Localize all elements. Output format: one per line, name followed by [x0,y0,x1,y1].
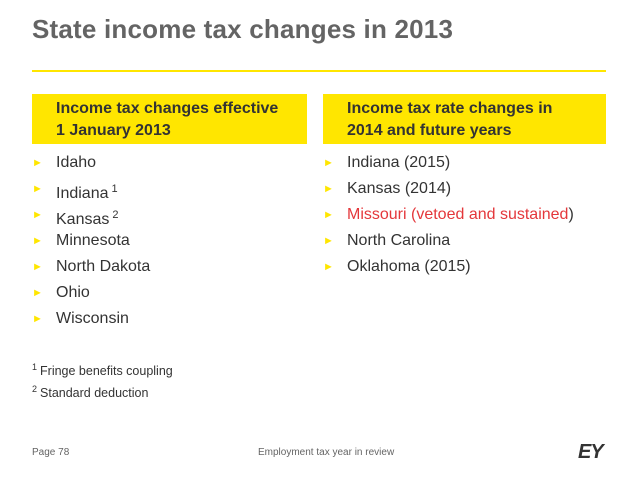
state-label: Indiana [56,185,109,202]
state-label: Ohio [56,284,90,301]
state-label: Indiana (2015) [347,154,451,171]
state-label: North Carolina [347,232,451,249]
list-item: ► North Dakota [32,256,150,282]
ey-logo: EY [578,441,604,463]
bullet-arrow-icon: ► [323,235,334,247]
left-state-list: ► Idaho ► Indiana 1 ► Kansas 2 ► Minnesota ► No… [32,152,150,334]
list-item: ► Ohio [32,282,150,308]
list-item: ► Indiana 1 [32,178,150,204]
footnote-marker: 2 [112,209,119,221]
bullet-arrow-icon: ► [323,261,334,273]
state-label: North Dakota [56,258,151,275]
list-item: ► Kansas (2014) [323,178,574,204]
footnote: 2 Standard deduction [32,378,173,400]
list-item: ► North Carolina [323,230,574,256]
state-label-highlighted: Missouri (vetoed and sustained [347,206,569,223]
state-label: Kansas [56,211,110,228]
left-column-header: Income tax changes effective 1 January 2… [32,94,307,144]
footnotes: 1 Fringe benefits coupling 2 Standard dedu… [32,356,173,400]
footnote-text: Fringe benefits coupling [40,364,173,378]
state-label: Idaho [56,154,97,171]
list-item: ► Wisconsin [32,308,150,334]
footnote-mark: 2 [32,384,38,394]
state-label-tail: ) [568,206,574,223]
list-item: ► Indiana (2015) [323,152,574,178]
title-divider [32,70,606,72]
bullet-arrow-icon: ► [32,235,43,247]
footnote: 1 Fringe benefits coupling [32,356,173,378]
right-state-list: ► Indiana (2015) ► Kansas (2014) ► Missouri… [323,152,574,282]
state-label: Wisconsin [56,310,129,327]
list-item: ► Idaho [32,152,150,178]
bullet-arrow-icon: ► [32,261,43,273]
left-header-line1: Income tax changes effective [56,100,279,117]
bullet-arrow-icon: ► [32,287,43,299]
footnote-marker: 1 [111,183,118,195]
left-header-line2: 1 January 2013 [56,122,171,139]
bullet-arrow-icon: ► [323,209,334,221]
bullet-arrow-icon: ► [32,209,43,221]
right-column-header: Income tax rate changes in 2014 and futu… [323,94,606,144]
bullet-arrow-icon: ► [323,157,334,169]
bullet-arrow-icon: ► [32,183,43,195]
bullet-arrow-icon: ► [32,313,43,325]
page-title: State income tax changes in 2013 [32,14,454,44]
bullet-arrow-icon: ► [323,183,334,195]
list-item: ► Kansas 2 [32,204,150,230]
footer-title: Employment tax year in review [258,447,395,458]
list-item: ► Oklahoma (2015) [323,256,574,282]
list-item: ► Minnesota [32,230,150,256]
footnote-mark: 1 [32,362,38,372]
page-number: Page 78 [32,447,70,458]
bullet-arrow-icon: ► [32,157,43,169]
list-item-highlighted: ► Missouri (vetoed and sustained) [323,204,574,230]
state-label: Kansas (2014) [347,180,452,197]
state-label: Oklahoma (2015) [347,258,471,275]
footnote-text: Standard deduction [40,386,149,400]
state-label: Minnesota [56,232,130,249]
right-header-line1: Income tax rate changes in [347,100,553,117]
right-header-line2: 2014 and future years [347,122,512,139]
